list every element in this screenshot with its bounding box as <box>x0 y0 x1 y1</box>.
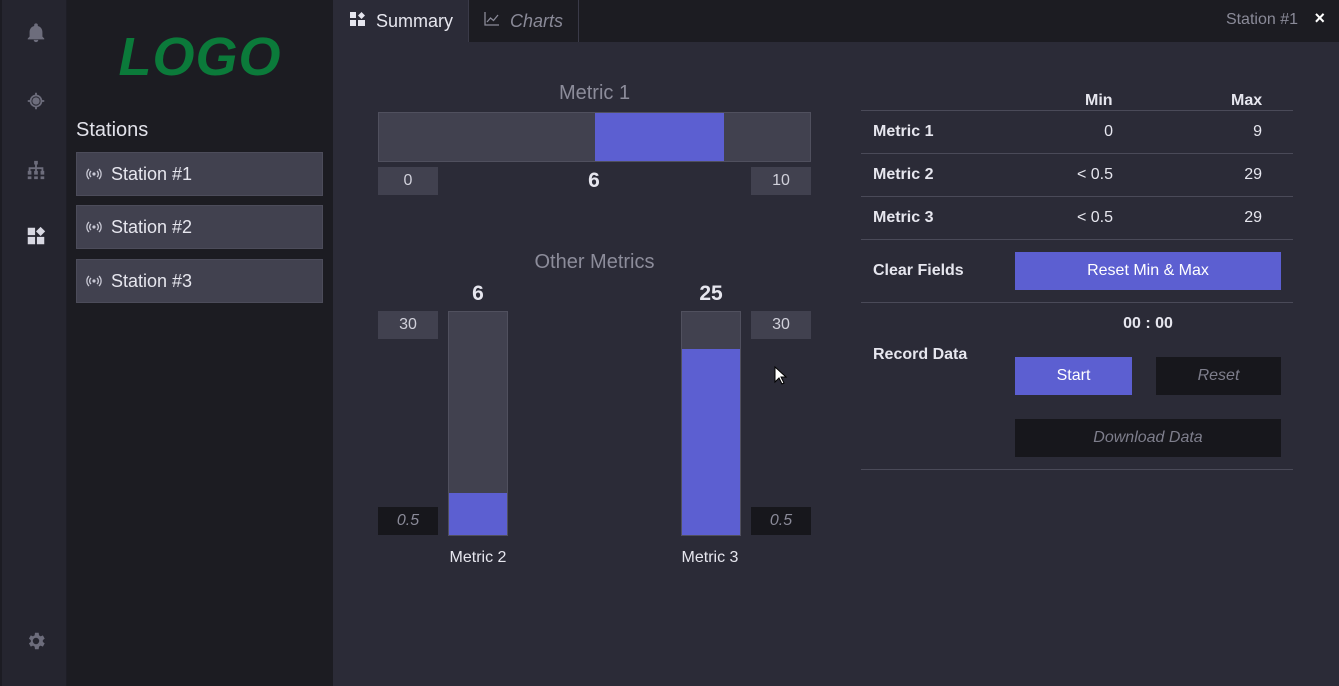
divider <box>861 469 1293 470</box>
reset-minmax-button[interactable]: Reset Min & Max <box>1015 252 1281 290</box>
dashboard-icon <box>350 11 365 31</box>
tab-charts[interactable]: Charts <box>469 0 579 42</box>
metric2-bar <box>448 311 508 536</box>
mouse-cursor-icon <box>774 366 788 385</box>
download-data-button[interactable]: Download Data <box>1015 419 1281 457</box>
row-max: 9 <box>1253 123 1262 140</box>
station-item-1[interactable]: Station #1 <box>76 152 323 196</box>
broadcast-icon <box>80 168 108 180</box>
clear-fields-label: Clear Fields <box>873 262 964 279</box>
row-min: < 0.5 <box>1076 166 1113 183</box>
metric3-max: 30 <box>751 311 811 339</box>
start-button[interactable]: Start <box>1015 357 1132 395</box>
gear-icon[interactable] <box>2 623 69 659</box>
station-label: Station #2 <box>111 216 193 237</box>
divider <box>861 110 1293 111</box>
metric1-title: Metric 1 <box>558 82 631 104</box>
metric1-value: 6 <box>588 169 600 192</box>
divider <box>861 196 1293 197</box>
station-label: Station #3 <box>111 270 193 291</box>
row-label: Metric 3 <box>873 209 934 226</box>
metric1-bar-fill <box>595 113 724 161</box>
stations-title: Stations <box>76 119 149 141</box>
divider <box>861 153 1293 154</box>
row-min: 0 <box>1104 123 1113 140</box>
reset-button[interactable]: Reset <box>1156 357 1281 395</box>
target-icon[interactable] <box>2 83 69 119</box>
tab-label: Charts <box>510 10 564 31</box>
tab-label: Summary <box>376 10 454 31</box>
col-max-header: Max <box>1231 92 1263 109</box>
metric2-label: Metric 2 <box>449 549 507 566</box>
row-max: 29 <box>1244 209 1262 226</box>
row-max: 29 <box>1244 166 1262 183</box>
metric2-max: 30 <box>378 311 438 339</box>
station-item-2[interactable]: Station #2 <box>76 205 323 249</box>
divider <box>861 302 1293 303</box>
stations-sidebar: LOGO Stations Station #1 Station #2 Stat… <box>67 0 333 686</box>
logo: LOGO <box>118 27 282 87</box>
divider <box>861 239 1293 240</box>
row-label: Metric 1 <box>873 123 934 140</box>
sitemap-icon[interactable] <box>2 152 69 188</box>
metric3-bar-fill <box>682 349 740 535</box>
metric2-min: 0.5 <box>378 507 438 535</box>
icon-rail <box>0 0 67 686</box>
record-timer: 00 : 00 <box>1123 315 1173 332</box>
tab-summary[interactable]: Summary <box>333 0 469 42</box>
metric3-label: Metric 3 <box>681 549 739 566</box>
metric3-value: 25 <box>699 282 723 305</box>
row-min: < 0.5 <box>1076 209 1113 226</box>
metric2-bar-fill <box>449 493 507 535</box>
metric3-min: 0.5 <box>751 507 811 535</box>
row-label: Metric 2 <box>873 166 934 183</box>
metric3-bar <box>681 311 741 536</box>
col-min-header: Min <box>1085 92 1113 109</box>
line-chart-icon <box>484 11 499 31</box>
station-item-3[interactable]: Station #3 <box>76 259 323 303</box>
metric1-max: 10 <box>751 167 811 195</box>
record-data-label: Record Data <box>873 346 968 363</box>
metric2-value: 6 <box>472 282 484 305</box>
current-station-label: Station #1 <box>1225 11 1298 28</box>
broadcast-icon <box>80 221 108 233</box>
metric1-bar <box>378 112 811 162</box>
broadcast-icon <box>80 275 108 287</box>
other-metrics-title: Other Metrics <box>534 251 655 273</box>
bell-icon[interactable] <box>2 15 69 51</box>
metric1-min: 0 <box>378 167 438 195</box>
close-icon[interactable]: × <box>1314 8 1325 28</box>
tab-bar: Summary Charts Station #1 × <box>333 0 1339 42</box>
dashboard-icon[interactable] <box>2 218 69 254</box>
station-label: Station #1 <box>111 163 193 184</box>
